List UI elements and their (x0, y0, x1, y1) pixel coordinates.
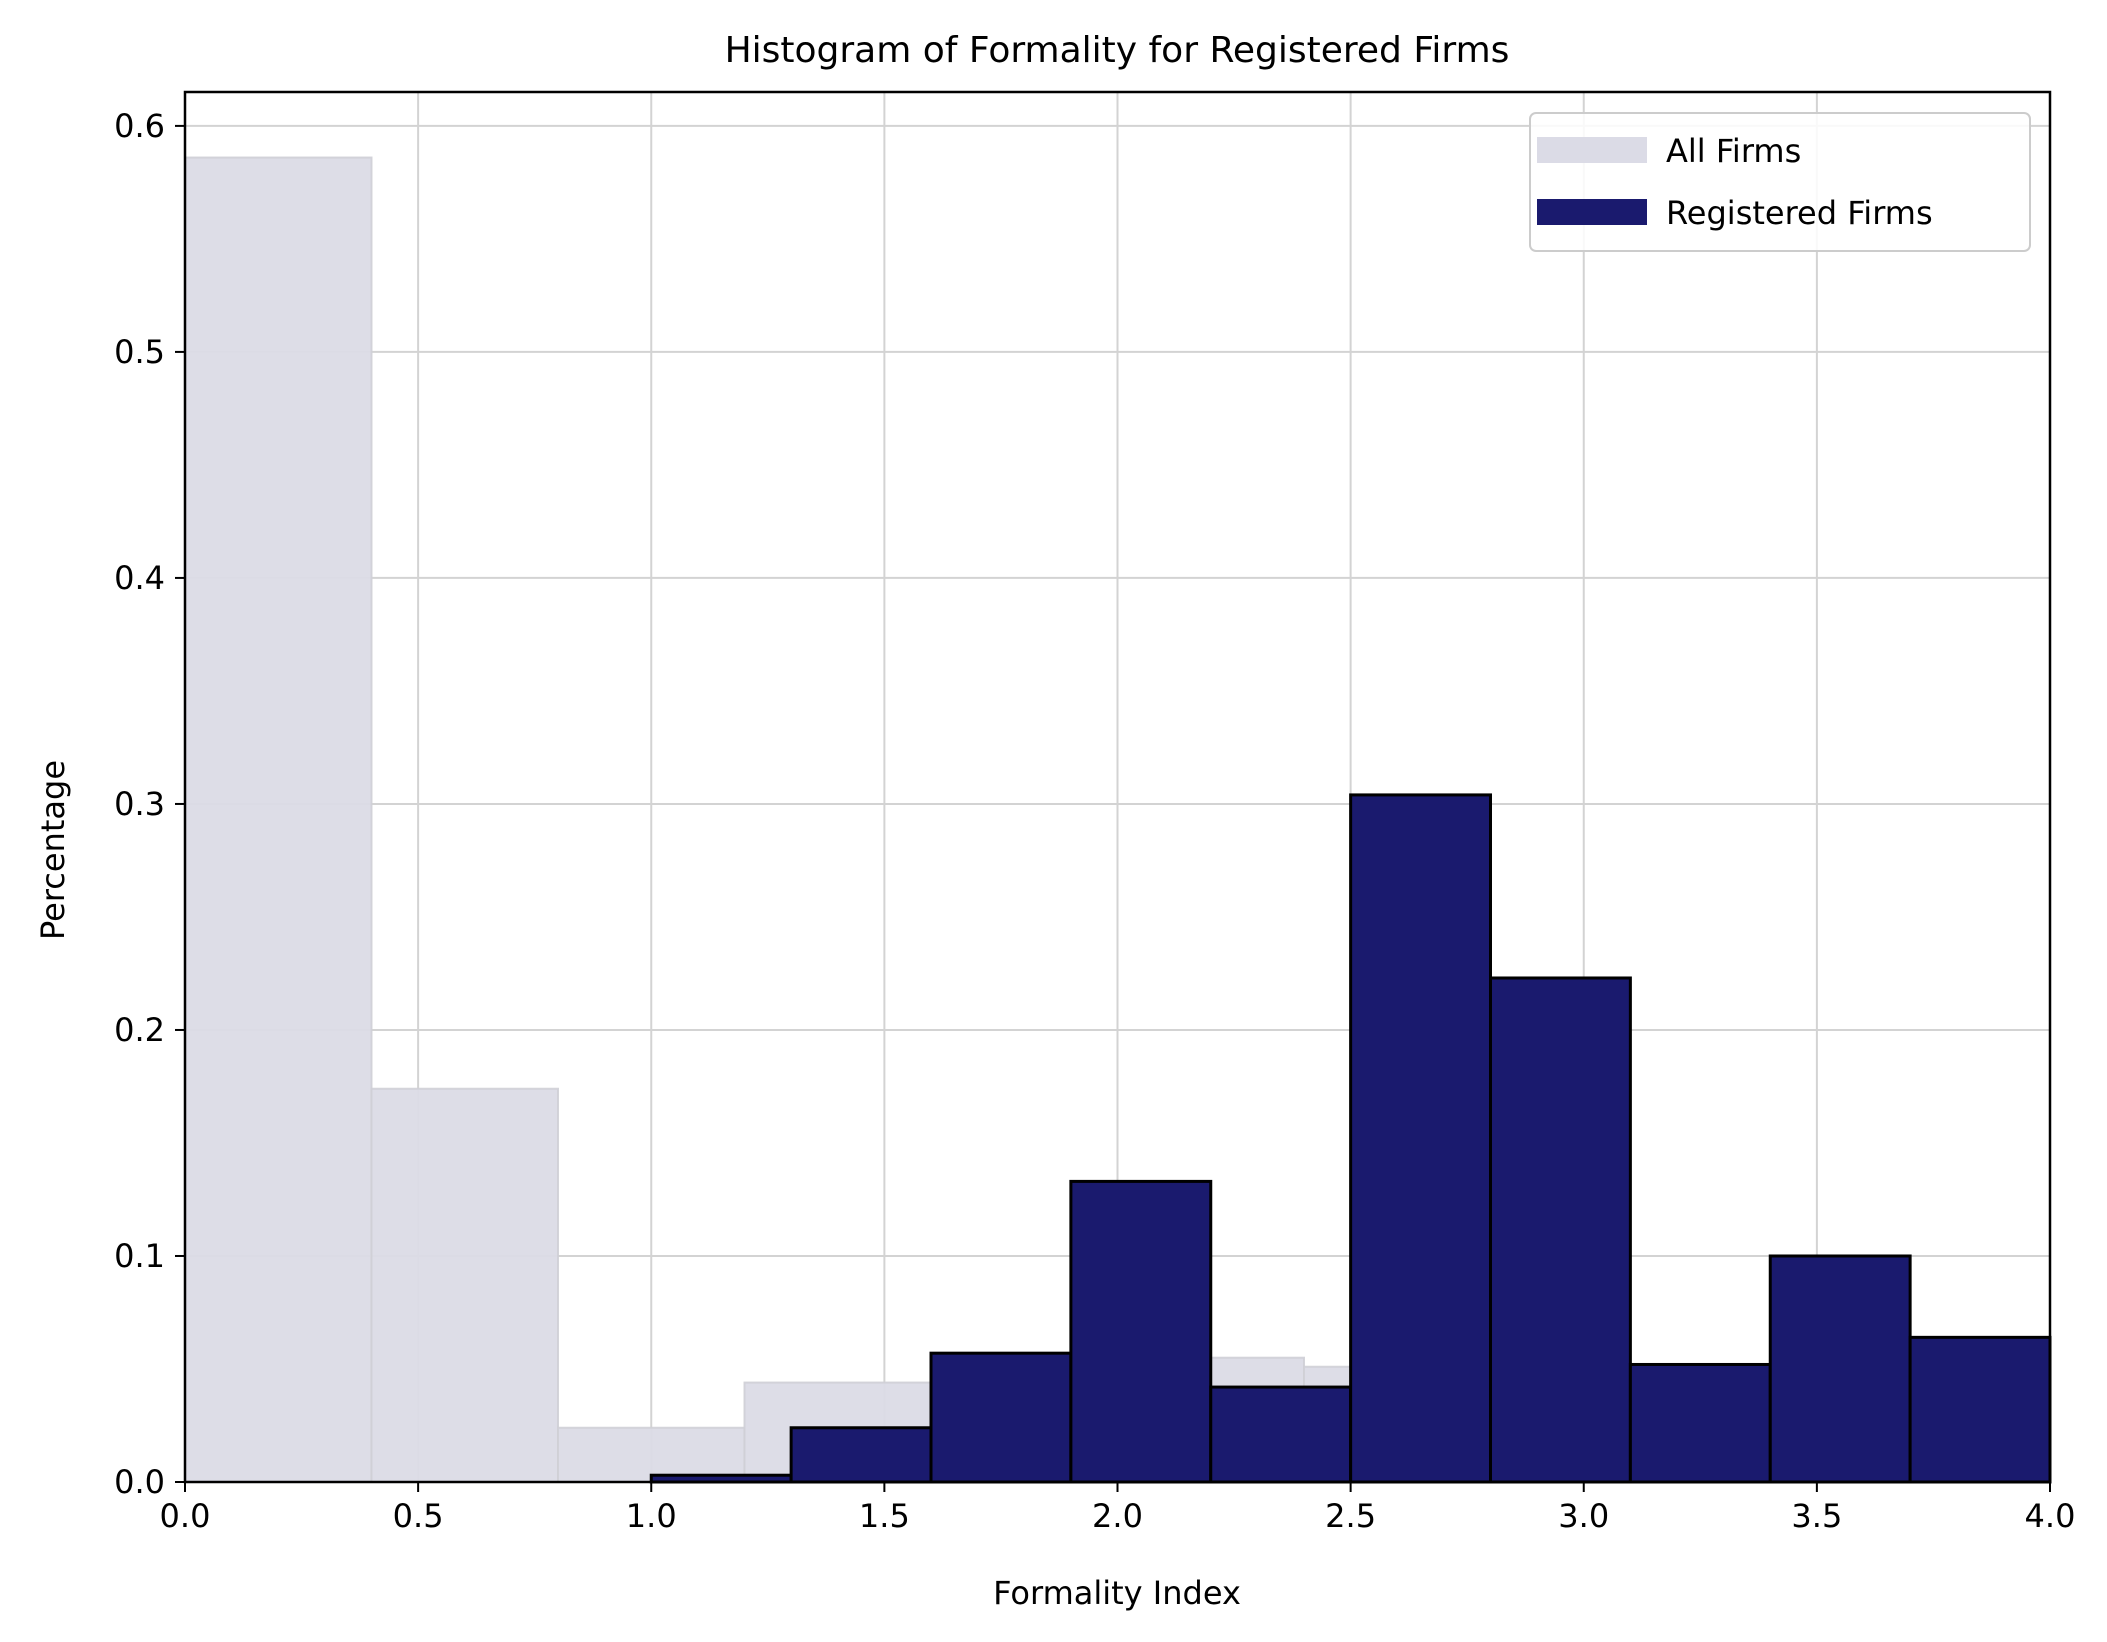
x-axis-label: Formality Index (993, 1574, 1241, 1612)
x-tick-label: 3.0 (1558, 1497, 1609, 1535)
y-tick-label: 0.5 (114, 333, 165, 371)
y-tick-label: 0.2 (114, 1011, 165, 1049)
axes (175, 90, 2052, 1492)
x-tick-label: 0.0 (160, 1497, 211, 1535)
bar-registered-firms-5 (1349, 793, 1492, 1484)
legend-swatch-all-firms (1537, 137, 1647, 163)
x-tick-label: 0.5 (393, 1497, 444, 1535)
bar-registered-firms-4 (1209, 1385, 1353, 1484)
y-axis-label: Percentage (34, 760, 72, 940)
y-tick-label: 0.6 (114, 107, 165, 145)
bars (184, 156, 2052, 1484)
y-tick-label: 0.0 (114, 1463, 165, 1501)
x-tick-label: 2.5 (1325, 1497, 1376, 1535)
bar-registered-firms-2 (929, 1351, 1073, 1484)
x-tick-label: 3.5 (1791, 1497, 1842, 1535)
tick-labels: 0.0 0.5 1.0 1.5 2.0 2.5 3.0 3.5 4.0 0.0 0.1 0.2 0.3 0… (114, 107, 2075, 1535)
y-tick-label: 0.3 (114, 785, 165, 823)
bar-registered-firms-9 (1908, 1335, 2052, 1484)
bar-all-firms-0 (184, 156, 373, 1484)
bar-registered-firms-6 (1489, 976, 1632, 1484)
bar-registered-firms-8 (1768, 1254, 1912, 1484)
legend-swatch-registered-firms (1537, 199, 1647, 225)
legend-label-all-firms: All Firms (1666, 132, 1801, 170)
legend: All Firms Registered Firms (1529, 112, 2031, 252)
legend-frame (1529, 112, 2031, 252)
bar-registered-firms-3 (1069, 1179, 1213, 1484)
bar-all-firms-2 (557, 1426, 746, 1484)
bar-registered-firms-1 (789, 1426, 933, 1484)
legend-label-registered-firms: Registered Firms (1666, 194, 1933, 232)
x-tick-label: 2.0 (1092, 1497, 1143, 1535)
bar-all-firms-1 (370, 1087, 559, 1483)
x-tick-label: 1.5 (859, 1497, 910, 1535)
bar-registered-firms-7 (1628, 1362, 1772, 1484)
x-tick-label: 1.0 (626, 1497, 677, 1535)
chart-title: Histogram of Formality for Registered Fi… (725, 30, 1510, 71)
y-tick-label: 0.4 (114, 559, 165, 597)
y-tick-label: 0.1 (114, 1237, 165, 1275)
x-tick-label: 4.0 (2025, 1497, 2076, 1535)
